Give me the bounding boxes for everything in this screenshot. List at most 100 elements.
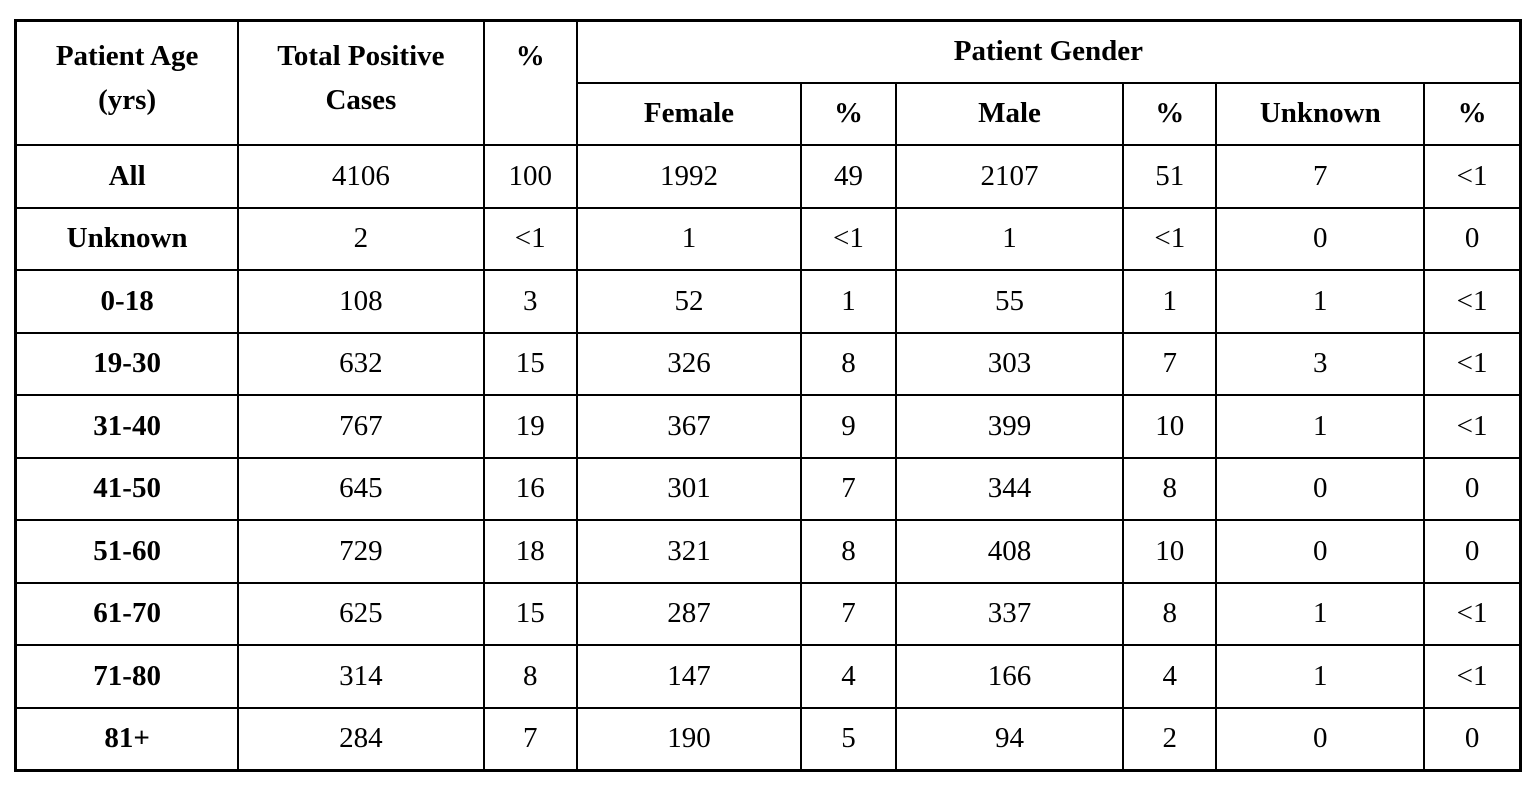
value-cell: 0: [1215, 206, 1426, 271]
value-cell: 625: [237, 581, 485, 646]
value-cell: 15: [482, 331, 578, 396]
col-header-total-percent: %: [482, 19, 578, 146]
value-cell: <1: [1423, 581, 1522, 646]
value-cell: 1: [575, 206, 803, 271]
value-cell: <1: [1423, 269, 1522, 334]
value-cell: 337: [894, 581, 1125, 646]
value-cell: 16: [482, 456, 578, 521]
table-row: Unknown 2 <1 1 <1 1 <1 0 0: [14, 206, 1522, 271]
col-header-total-positive-cases: Total Positive Cases: [237, 19, 485, 146]
col-header-female-percent: %: [800, 82, 897, 146]
value-cell: 3: [1215, 331, 1426, 396]
value-cell: 0: [1423, 456, 1522, 521]
value-cell: 49: [800, 144, 897, 209]
value-cell: 408: [894, 519, 1125, 584]
value-cell: 729: [237, 519, 485, 584]
value-cell: 2: [1122, 706, 1218, 772]
value-cell: 8: [800, 331, 897, 396]
value-cell: 8: [1122, 456, 1218, 521]
col-header-male-percent: %: [1122, 82, 1218, 146]
value-cell: 287: [575, 581, 803, 646]
value-cell: 55: [894, 269, 1125, 334]
col-header-patient-age-line1: Patient Age: [55, 40, 199, 72]
value-cell: 4: [1122, 644, 1218, 709]
value-cell: 767: [237, 394, 485, 459]
value-cell: 15: [482, 581, 578, 646]
value-cell: 1: [800, 269, 897, 334]
value-cell: 1992: [575, 144, 803, 209]
value-cell: 19: [482, 394, 578, 459]
value-cell: 2: [237, 206, 485, 271]
value-cell: 7: [800, 456, 897, 521]
age-group-cell: Unknown: [14, 206, 240, 271]
value-cell: <1: [1423, 331, 1522, 396]
value-cell: 100: [482, 144, 578, 209]
value-cell: 4: [800, 644, 897, 709]
value-cell: 10: [1122, 519, 1218, 584]
value-cell: 0: [1423, 206, 1522, 271]
age-group-cell: 0-18: [14, 269, 240, 334]
table-row: 51-60 729 18 321 8 408 10 0 0: [14, 519, 1522, 584]
value-cell: 1: [1215, 644, 1426, 709]
value-cell: 94: [894, 706, 1125, 772]
age-group-cell: 51-60: [14, 519, 240, 584]
table-row: 0-18 108 3 52 1 55 1 1 <1: [14, 269, 1522, 334]
value-cell: 10: [1122, 394, 1218, 459]
age-group-cell: 31-40: [14, 394, 240, 459]
value-cell: 1: [1215, 581, 1426, 646]
value-cell: 0: [1215, 519, 1426, 584]
col-header-patient-age-line2: (yrs): [98, 83, 157, 116]
age-group-cell: 41-50: [14, 456, 240, 521]
value-cell: 399: [894, 394, 1125, 459]
table-row: 19-30 632 15 326 8 303 7 3 <1: [14, 331, 1522, 396]
value-cell: <1: [1423, 394, 1522, 459]
value-cell: 1: [1122, 269, 1218, 334]
value-cell: 321: [575, 519, 803, 584]
value-cell: 8: [482, 644, 578, 709]
value-cell: <1: [1423, 144, 1522, 209]
table-row: 41-50 645 16 301 7 344 8 0 0: [14, 456, 1522, 521]
age-group-cell: All: [14, 144, 240, 209]
value-cell: 0: [1215, 706, 1426, 772]
age-group-cell: 61-70: [14, 581, 240, 646]
value-cell: 52: [575, 269, 803, 334]
value-cell: 51: [1122, 144, 1218, 209]
value-cell: 0: [1215, 456, 1426, 521]
value-cell: 367: [575, 394, 803, 459]
value-cell: 284: [237, 706, 485, 772]
value-cell: 8: [1122, 581, 1218, 646]
value-cell: 0: [1423, 519, 1522, 584]
value-cell: 301: [575, 456, 803, 521]
value-cell: 7: [1215, 144, 1426, 209]
value-cell: 166: [894, 644, 1125, 709]
value-cell: 314: [237, 644, 485, 709]
table-row: All 4106 100 1992 49 2107 51 7 <1: [14, 144, 1522, 209]
value-cell: 645: [237, 456, 485, 521]
value-cell: 303: [894, 331, 1125, 396]
value-cell: 632: [237, 331, 485, 396]
value-cell: <1: [482, 206, 578, 271]
value-cell: 0: [1423, 706, 1522, 772]
value-cell: 7: [482, 706, 578, 772]
value-cell: 7: [1122, 331, 1218, 396]
value-cell: 326: [575, 331, 803, 396]
age-group-cell: 81+: [14, 706, 240, 772]
col-header-male: Male: [894, 82, 1125, 146]
age-group-cell: 19-30: [14, 331, 240, 396]
col-header-unknown: Unknown: [1215, 82, 1426, 146]
value-cell: 9: [800, 394, 897, 459]
value-cell: 8: [800, 519, 897, 584]
value-cell: 1: [1215, 394, 1426, 459]
col-header-total-line2: Cases: [325, 83, 397, 116]
value-cell: 2107: [894, 144, 1125, 209]
header-row-top: Patient Age (yrs) Total Positive Cases %…: [14, 19, 1522, 146]
value-cell: 1: [1215, 269, 1426, 334]
value-cell: 4106: [237, 144, 485, 209]
value-cell: 1: [894, 206, 1125, 271]
value-cell: 344: [894, 456, 1125, 521]
table-row: 61-70 625 15 287 7 337 8 1 <1: [14, 581, 1522, 646]
value-cell: 3: [482, 269, 578, 334]
value-cell: <1: [800, 206, 897, 271]
table-row: 71-80 314 8 147 4 166 4 1 <1: [14, 644, 1522, 709]
